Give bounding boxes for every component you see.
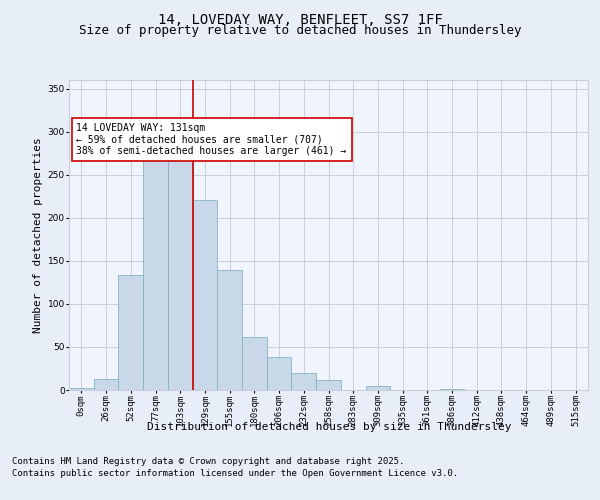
Bar (168, 138, 193, 390)
Text: Contains public sector information licensed under the Open Government Licence v3: Contains public sector information licen… (12, 469, 458, 478)
Text: Contains HM Land Registry data © Crown copyright and database right 2025.: Contains HM Land Registry data © Crown c… (12, 458, 404, 466)
Bar (143, 158, 168, 390)
Bar (440, 389, 464, 390)
Bar (217, 270, 242, 390)
Bar (365, 386, 390, 390)
Text: 14 LOVEDAY WAY: 131sqm
← 59% of detached houses are smaller (707)
38% of semi-de: 14 LOVEDAY WAY: 131sqm ← 59% of detached… (76, 123, 347, 156)
Bar (242, 336, 267, 390)
Bar (316, 380, 341, 390)
Bar (69, 388, 94, 390)
Text: Distribution of detached houses by size in Thundersley: Distribution of detached houses by size … (146, 422, 511, 432)
Y-axis label: Number of detached properties: Number of detached properties (34, 137, 43, 333)
Bar (267, 358, 292, 390)
Bar (193, 200, 217, 390)
Text: Size of property relative to detached houses in Thundersley: Size of property relative to detached ho… (79, 24, 521, 37)
Bar (292, 373, 316, 390)
Bar (118, 276, 143, 390)
Bar (94, 379, 118, 390)
Text: 14, LOVEDAY WAY, BENFLEET, SS7 1FF: 14, LOVEDAY WAY, BENFLEET, SS7 1FF (158, 12, 442, 26)
